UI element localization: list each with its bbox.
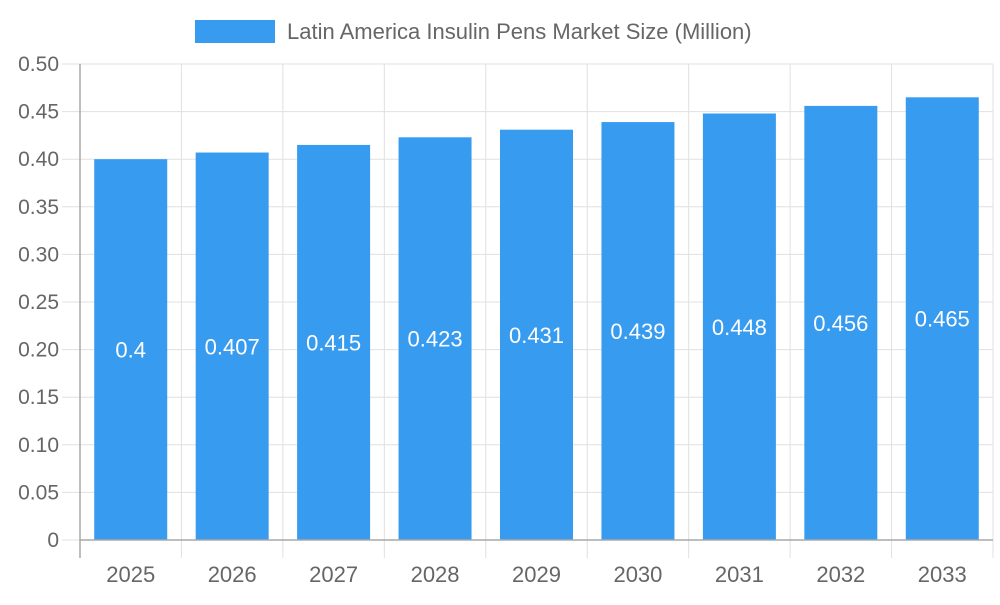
bar <box>297 144 371 541</box>
bars: 0.4 0.407 0.415 0.423 0.431 0.439 0.448 0.456 0.… <box>94 97 979 541</box>
x-tick-label: 2029 <box>512 562 561 587</box>
y-tick-label: 0.35 <box>18 196 59 219</box>
y-tick-label: 0.15 <box>18 386 59 409</box>
legend[interactable]: Latin America Insulin Pens Market Size (… <box>195 19 752 44</box>
x-tick-label: 2030 <box>613 562 662 587</box>
y-tick-label: 0 <box>47 529 59 552</box>
data-label: 0.407 <box>205 334 260 359</box>
bar <box>195 152 269 540</box>
y-tick-label: 0.10 <box>18 434 59 457</box>
data-label: 0.456 <box>813 311 868 336</box>
data-label: 0.448 <box>712 315 767 340</box>
bar <box>398 137 472 540</box>
bar <box>500 129 573 541</box>
x-tick-label: 2028 <box>411 562 460 587</box>
data-label: 0.439 <box>610 319 665 344</box>
y-tick-label: 0.25 <box>18 291 59 314</box>
legend-label: Latin America Insulin Pens Market Size (… <box>287 19 752 44</box>
data-label: 0.465 <box>915 307 970 332</box>
bar <box>804 105 878 540</box>
data-label: 0.431 <box>509 323 564 348</box>
bar <box>94 159 168 540</box>
x-tick-label: 2031 <box>715 562 764 587</box>
data-label: 0.415 <box>306 330 361 355</box>
bar <box>905 97 979 540</box>
axes: 0 0.05 0.10 0.15 0.20 0.25 0.30 0.35 0.40 0.45 0.5… <box>18 53 993 587</box>
y-tick-label: 0.50 <box>18 53 59 76</box>
y-tick-label: 0.05 <box>18 481 59 504</box>
data-label: 0.423 <box>408 327 463 352</box>
data-label: 0.4 <box>115 338 146 363</box>
y-tick-label: 0.40 <box>18 148 59 171</box>
x-tick-label: 2026 <box>208 562 257 587</box>
bar <box>702 113 776 540</box>
y-tick-label: 0.30 <box>18 243 59 266</box>
y-tick-label: 0.20 <box>18 339 59 362</box>
legend-swatch <box>195 20 275 43</box>
x-tick-label: 2033 <box>918 562 967 587</box>
x-tick-label: 2025 <box>106 562 155 587</box>
bar <box>601 122 675 541</box>
y-tick-label: 0.45 <box>18 101 59 124</box>
x-tick-label: 2027 <box>309 562 358 587</box>
x-tick-label: 2032 <box>816 562 865 587</box>
